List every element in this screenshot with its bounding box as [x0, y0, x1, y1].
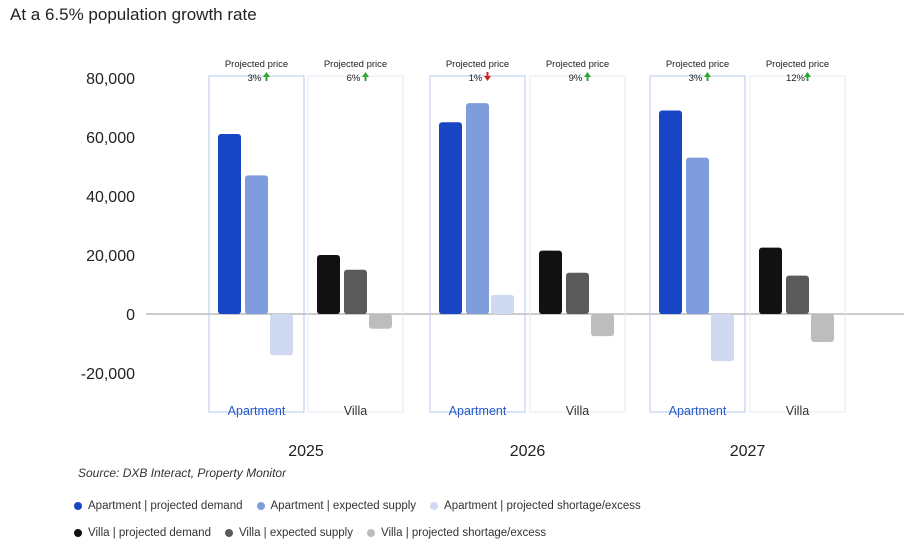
price-change-value: 3% [689, 73, 703, 84]
legend-label: Villa | projected shortage/excess [380, 527, 547, 539]
price-change-value: 6% [347, 73, 361, 84]
apartment-group-frame [429, 75, 526, 413]
bar [218, 134, 241, 314]
category-label: Apartment [228, 404, 286, 418]
y-tick-label: 40,000 [86, 189, 135, 206]
legend-dot-icon [366, 529, 375, 537]
legend-dot-icon [74, 529, 82, 537]
legend-item: Villa | projected demand [74, 527, 211, 539]
bar [245, 175, 268, 314]
legend-dot-icon [430, 502, 439, 510]
bar [659, 110, 682, 314]
projected-price-label: Projected price [446, 59, 509, 70]
bar [591, 314, 614, 337]
legend-item: Villa | expected supply [224, 527, 353, 539]
legend-label: Apartment | expected supply [270, 500, 417, 512]
legend-item: Apartment | expected supply [256, 500, 417, 512]
bar [686, 157, 709, 314]
bar [711, 314, 734, 362]
legend-row-villa: Villa | projected demand Villa | expecte… [74, 527, 546, 539]
legend-dot-icon [256, 502, 265, 510]
apartment-group-frame [208, 75, 305, 413]
legend-dot-icon [74, 502, 82, 510]
price-change-value: 9% [569, 73, 583, 84]
category-label: Apartment [669, 404, 727, 418]
price-change-value: 1% [469, 73, 483, 84]
bar [786, 275, 809, 314]
legend-label: Apartment | projected shortage/excess [444, 500, 641, 512]
bar [317, 255, 340, 314]
bar [759, 247, 782, 314]
projected-price-label: Projected price [666, 59, 729, 70]
year-label: 2025 [288, 443, 324, 460]
arrow-up-icon [362, 72, 369, 81]
bar [439, 122, 462, 314]
legend-item: Apartment | projected demand [74, 500, 243, 512]
bar [491, 294, 514, 314]
category-label: Apartment [449, 404, 507, 418]
bar [369, 314, 392, 329]
year-label: 2026 [510, 443, 546, 460]
legend-label: Villa | expected supply [238, 527, 353, 539]
price-change-value: 12% [786, 73, 806, 84]
villa-group-frame [529, 75, 626, 413]
legend-row-apartment: Apartment | projected demand Apartment |… [74, 500, 641, 512]
projected-price-label: Projected price [225, 59, 288, 70]
y-tick-label: 60,000 [86, 130, 135, 147]
projected-price-label: Projected price [546, 59, 609, 70]
legend-item: Apartment | projected shortage/excess [430, 500, 641, 512]
legend-dot-icon [224, 529, 233, 537]
category-label: Villa [786, 404, 809, 418]
price-change-value: 3% [248, 73, 262, 84]
projected-price-label: Projected price [324, 59, 387, 70]
y-tick-label: 0 [126, 307, 135, 324]
bar [344, 269, 367, 314]
y-tick-label: -20,000 [81, 366, 135, 383]
source-note: Source: DXB Interact, Property Monitor [78, 466, 287, 480]
legend-label: Apartment | projected demand [88, 500, 243, 512]
bar [811, 314, 834, 343]
category-label: Villa [344, 404, 367, 418]
arrow-up-icon [804, 72, 811, 81]
legend-label: Villa | projected demand [88, 527, 211, 539]
year-label: 2027 [730, 443, 766, 460]
villa-group-frame [749, 75, 846, 413]
arrow-up-icon [704, 72, 711, 81]
arrow-up-icon [263, 72, 270, 81]
bar [539, 250, 562, 314]
chart-title: At a 6.5% population growth rate [10, 5, 257, 24]
category-label: Villa [566, 404, 589, 418]
apartment-group-frame [649, 75, 746, 413]
arrow-up-icon [584, 72, 591, 81]
legend-item: Villa | projected shortage/excess [366, 527, 547, 539]
y-tick-label: 80,000 [86, 71, 135, 88]
bar [270, 314, 293, 356]
y-tick-label: 20,000 [86, 248, 135, 265]
villa-group-frame [307, 75, 404, 413]
bar [566, 272, 589, 314]
bar-chart: 80,000 60,000 40,000 20,000 0 -20,000 Projecte… [81, 59, 904, 460]
bar [466, 103, 489, 314]
projected-price-label: Projected price [766, 59, 829, 70]
arrow-down-icon [484, 72, 491, 81]
